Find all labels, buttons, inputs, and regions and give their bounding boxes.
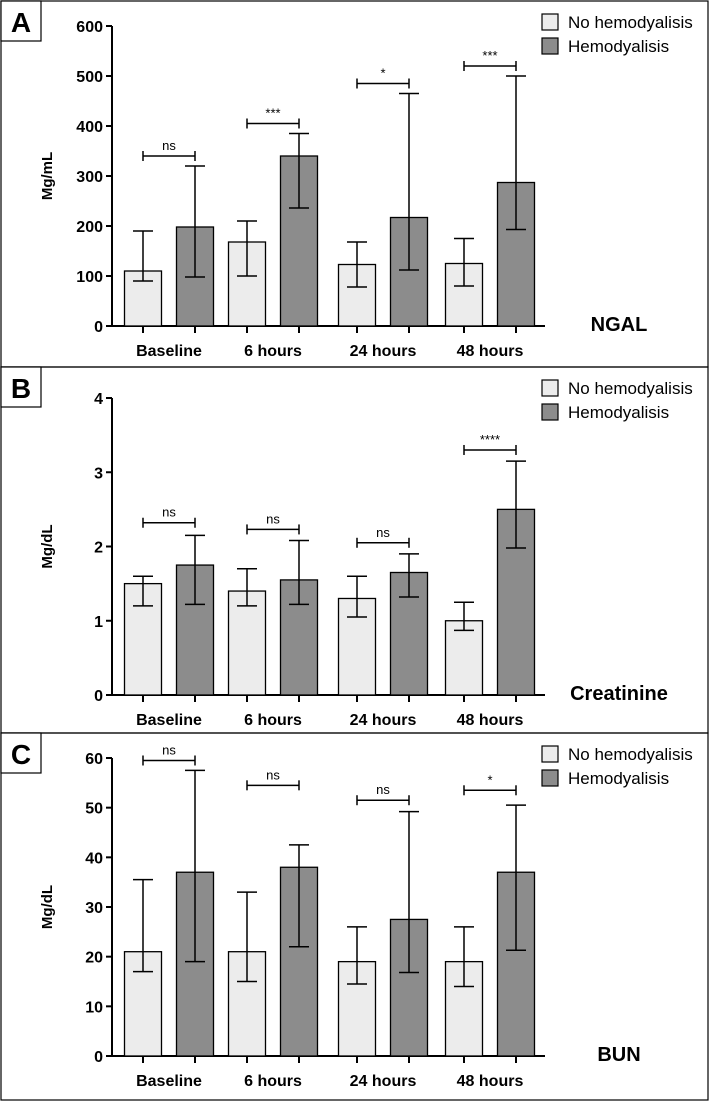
legend-swatch — [541, 745, 559, 763]
legend-swatch — [541, 37, 559, 55]
y-tick-label: 100 — [76, 269, 103, 286]
significance-label: ns — [376, 782, 390, 797]
panel-frame — [0, 732, 709, 1101]
bar — [444, 620, 484, 696]
x-category-label: 24 hours — [350, 343, 417, 360]
legend-label: No hemodyalisis — [568, 379, 693, 398]
panel-letter: B — [11, 373, 31, 404]
x-category-label: Baseline — [136, 343, 202, 360]
marker-label: Creatinine — [570, 683, 668, 705]
legend-swatch — [541, 403, 559, 421]
x-category-label: 48 hours — [457, 712, 524, 729]
x-category-label: 48 hours — [457, 343, 524, 360]
y-tick-label: 400 — [76, 119, 103, 136]
panel-letter: C — [11, 739, 31, 770]
significance-label: ns — [376, 525, 390, 540]
significance-label: * — [487, 772, 492, 787]
y-tick-label: 0 — [94, 688, 103, 705]
chart-panel-b: B 0 1 2 3 4 Mg/dL Baseline 6 hours 24 hours 48 hou… — [0, 366, 709, 734]
legend-label: Hemodyalisis — [568, 769, 669, 788]
y-tick-label: 500 — [76, 69, 103, 86]
y-tick-label: 0 — [94, 319, 103, 336]
legend-label: No hemodyalisis — [568, 745, 693, 764]
x-category-label: 6 hours — [244, 1073, 302, 1090]
y-tick-label: 30 — [85, 900, 103, 917]
marker-label: NGAL — [591, 314, 648, 336]
y-tick-label: 3 — [94, 465, 103, 482]
significance-label: *** — [265, 106, 280, 121]
y-tick-label: 300 — [76, 169, 103, 186]
significance-label: ns — [162, 138, 176, 153]
x-category-label: 24 hours — [350, 712, 417, 729]
legend-label: Hemodyalisis — [568, 403, 669, 422]
legend-swatch — [541, 769, 559, 787]
y-tick-label: 20 — [85, 950, 103, 967]
chart-panel-c: C 0 10 20 30 40 50 60 Mg/dL Baseline 6 hours 24 hou… — [0, 732, 709, 1101]
significance-label: ns — [266, 767, 280, 782]
x-category-label: 6 hours — [244, 343, 302, 360]
x-category-label: Baseline — [136, 1073, 202, 1090]
significance-label: *** — [482, 48, 497, 63]
y-tick-label: 50 — [85, 801, 103, 818]
y-tick-label: 40 — [85, 850, 103, 867]
significance-label: * — [380, 66, 385, 81]
bar — [444, 960, 484, 1057]
legend-label: Hemodyalisis — [568, 37, 669, 56]
y-tick-label: 600 — [76, 19, 103, 36]
significance-label: ns — [162, 505, 176, 520]
y-tick-label: 4 — [94, 391, 103, 408]
bar — [496, 508, 536, 696]
legend-swatch — [541, 379, 559, 397]
y-axis-label: Mg/dL — [39, 885, 56, 929]
y-axis-label: Mg/mL — [39, 152, 56, 200]
panel-letter-box — [0, 366, 42, 408]
panel-letter: A — [11, 7, 31, 38]
significance-label: **** — [480, 432, 500, 447]
x-category-label: Baseline — [136, 712, 202, 729]
y-tick-label: 2 — [94, 540, 103, 557]
chart-panel-a: A 0 100 200 300 400 500 600 Mg/mL Baseline 6 hours… — [0, 0, 709, 368]
significance-label: ns — [266, 511, 280, 526]
x-category-label: 48 hours — [457, 1073, 524, 1090]
legend-swatch — [541, 13, 559, 31]
legend-label: No hemodyalisis — [568, 13, 693, 32]
bar — [227, 590, 267, 696]
panel-letter-box — [0, 0, 42, 42]
x-category-label: 6 hours — [244, 712, 302, 729]
y-tick-label: 60 — [85, 751, 103, 768]
x-category-label: 24 hours — [350, 1073, 417, 1090]
y-tick-label: 200 — [76, 219, 103, 236]
y-tick-label: 10 — [85, 999, 103, 1016]
panel-letter-box — [0, 732, 42, 774]
significance-label: ns — [162, 742, 176, 757]
y-tick-label: 0 — [94, 1049, 103, 1066]
y-axis-label: Mg/dL — [39, 524, 56, 568]
marker-label: BUN — [597, 1044, 640, 1066]
y-tick-label: 1 — [94, 614, 103, 631]
